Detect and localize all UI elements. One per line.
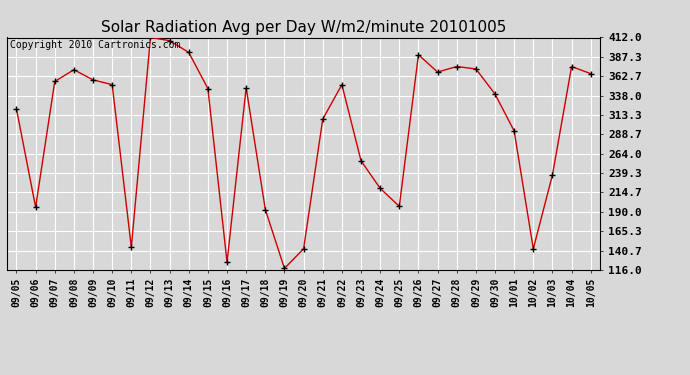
Title: Solar Radiation Avg per Day W/m2/minute 20101005: Solar Radiation Avg per Day W/m2/minute … xyxy=(101,20,506,35)
Text: Copyright 2010 Cartronics.com: Copyright 2010 Cartronics.com xyxy=(10,40,180,50)
